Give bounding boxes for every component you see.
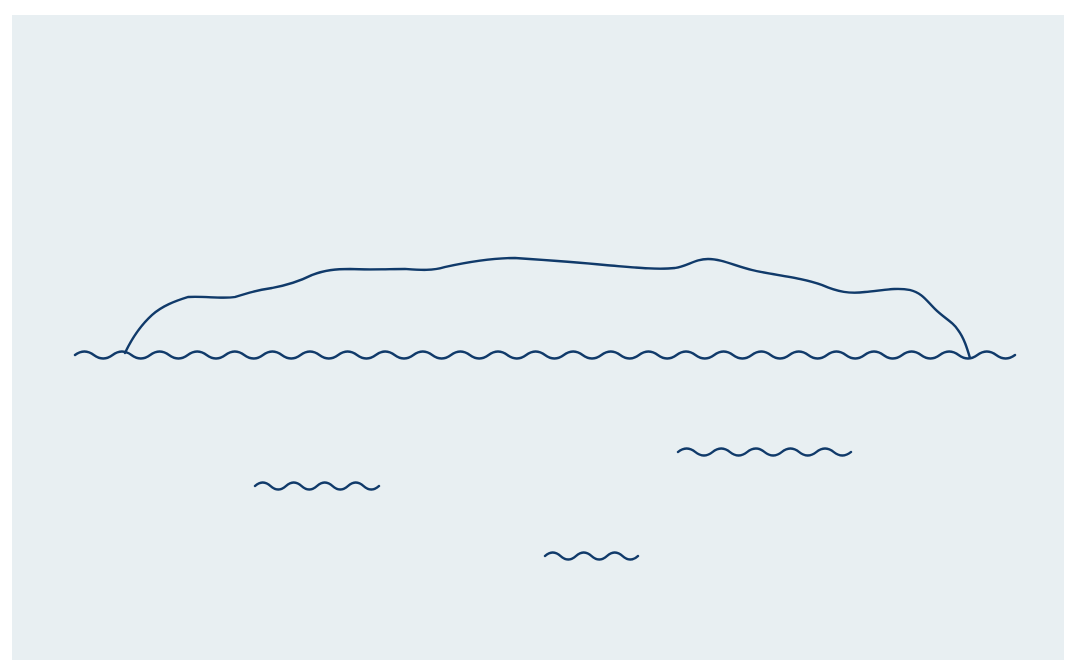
- illustration: [0, 0, 1065, 661]
- page: (() => { const svg = document.getElement…: [0, 0, 1065, 661]
- panel: [12, 15, 1064, 660]
